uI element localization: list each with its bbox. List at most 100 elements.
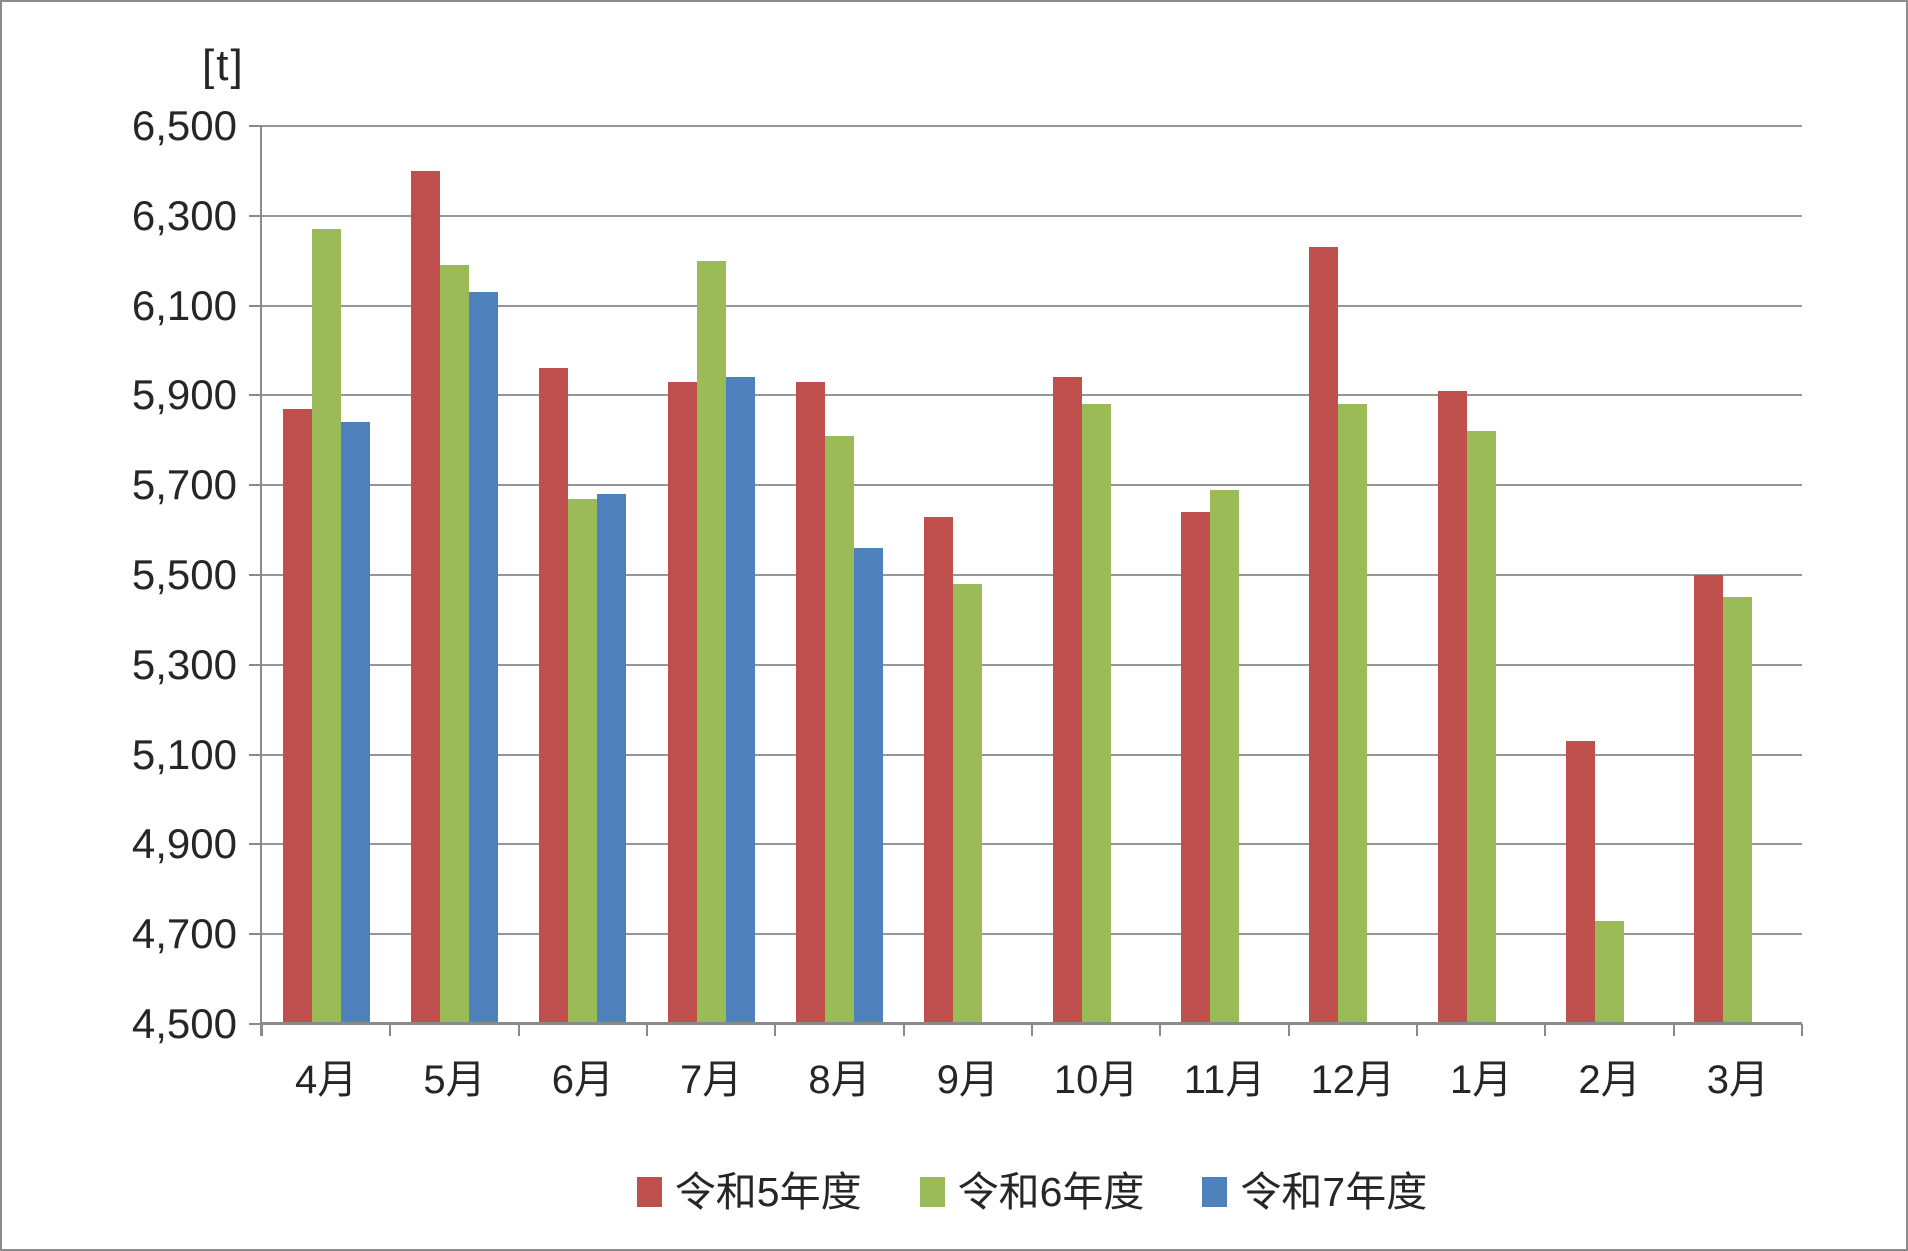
legend-label: 令和7年度: [1240, 1169, 1428, 1215]
x-axis-tick: [1672, 1024, 1675, 1036]
bar-令和6年度-1月: [1466, 431, 1496, 1024]
x-category-label: 7月: [680, 1058, 743, 1102]
bar-令和7年度-5月: [469, 292, 498, 1024]
bar-令和5年度-10月: [1052, 377, 1082, 1024]
legend-item-令和6年度: 令和6年度: [919, 1168, 1145, 1216]
y-axis-tick: [249, 484, 262, 487]
legend-swatch-icon: [919, 1177, 945, 1207]
y-axis-tick-label: 4,500: [131, 1000, 237, 1047]
x-category-label: 5月: [423, 1058, 486, 1102]
legend-swatch-icon: [636, 1177, 662, 1207]
gridline: [262, 753, 1802, 756]
x-category-label: 8月: [808, 1058, 871, 1102]
bar-令和7年度-4月: [340, 422, 370, 1024]
bar-令和6年度-2月: [1595, 920, 1624, 1024]
bar-令和6年度-7月: [696, 260, 726, 1024]
bar-令和5年度-8月: [796, 381, 825, 1024]
bar-令和6年度-11月: [1210, 489, 1239, 1024]
x-category-label: 11月: [1183, 1058, 1266, 1102]
bar-令和7年度-6月: [597, 494, 627, 1024]
x-axis-tick: [646, 1024, 648, 1036]
gridline: [262, 214, 1802, 217]
bar-令和5年度-3月: [1694, 575, 1724, 1024]
y-axis-tick: [249, 663, 262, 666]
x-category-label: 9月: [936, 1058, 999, 1102]
bar-令和5年度-12月: [1309, 247, 1339, 1024]
bar-令和5年度-2月: [1566, 741, 1595, 1024]
y-axis-tick: [249, 843, 262, 846]
x-category-label: 3月: [1706, 1058, 1769, 1102]
gridline: [262, 843, 1802, 846]
x-axis-line: [262, 1022, 1802, 1025]
bar-令和5年度-6月: [539, 368, 569, 1024]
gridline: [262, 933, 1802, 936]
y-axis-tick: [249, 1023, 262, 1025]
y-axis-tick: [249, 304, 262, 307]
x-axis-tick: [1031, 1024, 1033, 1036]
x-axis-tick: [774, 1024, 777, 1036]
y-axis-tick-label: 5,300: [131, 640, 237, 688]
y-axis-tick-label: 6,300: [131, 191, 237, 239]
gridline: [262, 304, 1802, 307]
legend-swatch-icon: [1202, 1177, 1228, 1207]
gridline: [262, 125, 1802, 127]
bar-令和5年度-1月: [1437, 390, 1467, 1024]
x-category-label: 12月: [1310, 1058, 1396, 1102]
x-axis-tick: [1159, 1024, 1162, 1036]
y-axis-tick: [249, 125, 262, 127]
y-axis-tick-label: 4,900: [131, 820, 237, 868]
x-category-label: 1月: [1450, 1058, 1513, 1102]
gridline: [262, 484, 1802, 487]
x-category-label: 4月: [295, 1058, 358, 1102]
bar-令和7年度-7月: [725, 377, 755, 1024]
bar-令和6年度-4月: [311, 229, 341, 1024]
y-axis-tick: [249, 933, 262, 936]
bar-令和6年度-6月: [568, 498, 598, 1024]
bar-令和5年度-11月: [1181, 512, 1210, 1024]
y-axis-tick-label: 5,700: [131, 461, 237, 509]
legend: 令和5年度 令和6年度 令和7年度: [262, 1164, 1802, 1220]
bar-令和6年度-5月: [440, 265, 469, 1024]
bar-令和6年度-12月: [1338, 404, 1368, 1024]
x-axis-tick: [1801, 1024, 1803, 1036]
x-category-label: 2月: [1578, 1058, 1641, 1102]
x-axis-tick: [1416, 1024, 1418, 1036]
bar-令和6年度-10月: [1081, 404, 1111, 1024]
legend-label: 令和5年度: [674, 1169, 862, 1215]
bar-令和5年度-9月: [924, 516, 954, 1024]
x-axis-tick: [389, 1024, 392, 1036]
y-axis-tick: [249, 574, 262, 576]
y-axis-tick: [249, 394, 262, 397]
x-axis-tick: [261, 1024, 263, 1036]
x-axis-tick: [1287, 1024, 1290, 1036]
bar-令和6年度-8月: [825, 435, 854, 1024]
x-axis-tick: [1544, 1024, 1547, 1036]
gridline: [262, 663, 1802, 666]
legend-item-令和7年度: 令和7年度: [1202, 1168, 1427, 1216]
legend-label: 令和6年度: [957, 1169, 1145, 1215]
legend-item-令和5年度: 令和5年度: [636, 1168, 862, 1216]
y-axis-tick-label: 5,900: [131, 371, 237, 419]
y-axis-tick-label: 4,700: [131, 910, 237, 958]
bar-令和7年度-8月: [854, 548, 883, 1024]
bar-令和5年度-7月: [667, 381, 697, 1024]
y-axis-tick-label: 6,500: [131, 102, 237, 149]
bar-令和5年度-4月: [282, 408, 312, 1024]
gridline: [262, 574, 1802, 576]
bar-令和6年度-3月: [1723, 597, 1753, 1024]
y-axis-tick: [249, 214, 262, 217]
y-axis-tick: [249, 753, 262, 756]
y-axis-unit-label: [t]: [202, 41, 245, 90]
gridline: [262, 394, 1802, 397]
y-axis-tick-label: 5,100: [131, 730, 237, 778]
x-category-label: 6月: [551, 1058, 614, 1102]
y-axis-tick-label: 6,100: [131, 281, 237, 329]
x-axis-tick: [902, 1024, 905, 1036]
bar-令和6年度-9月: [953, 583, 983, 1024]
x-axis-tick: [517, 1024, 520, 1036]
y-axis-line: [260, 126, 262, 1036]
y-axis-tick-label: 5,500: [131, 551, 237, 598]
bar-令和5年度-5月: [411, 170, 440, 1024]
x-category-label: 10月: [1053, 1058, 1139, 1102]
